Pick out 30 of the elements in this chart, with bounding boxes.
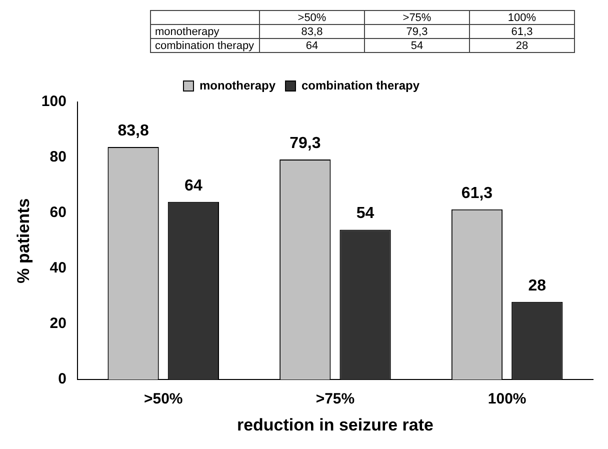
y-axis-title: % patients [14, 198, 33, 284]
x-tick-label: >75% [316, 390, 355, 408]
x-axis-title: reduction in seizure rate [236, 415, 434, 434]
data-label: 83,8 [118, 122, 149, 140]
text: 83,8 [301, 26, 323, 38]
y-tick-label: 60 [50, 204, 66, 222]
x-tick-label: 100% [488, 390, 526, 408]
y-tick-label: 40 [50, 260, 66, 277]
data-label: 61,3 [461, 184, 493, 202]
data-label: 64 [184, 177, 202, 194]
y-tick-label: 80 [50, 148, 66, 166]
data-label: 28 [528, 277, 546, 294]
y-tick-label: 0 [58, 370, 66, 388]
text: combination therapy [155, 40, 254, 52]
text: 28 [516, 40, 528, 52]
category-label: >75% [402, 12, 432, 24]
y-tick-label: 20 [50, 315, 66, 332]
text: 79,3 [406, 26, 428, 38]
y-tick-label: 100 [41, 93, 66, 110]
text: 64 [306, 40, 318, 52]
text: 61,3 [511, 26, 533, 38]
category-label: 100% [508, 12, 536, 24]
data-label: 79,3 [290, 134, 321, 152]
x-tick-label: >50% [144, 390, 183, 408]
text: monotherapy [155, 26, 220, 38]
text: 54 [410, 40, 424, 52]
legend-label: monotherapy [199, 78, 276, 92]
legend-label: combination therapy [301, 78, 420, 92]
data-label: 54 [356, 205, 374, 222]
category-label: >50% [298, 12, 326, 24]
